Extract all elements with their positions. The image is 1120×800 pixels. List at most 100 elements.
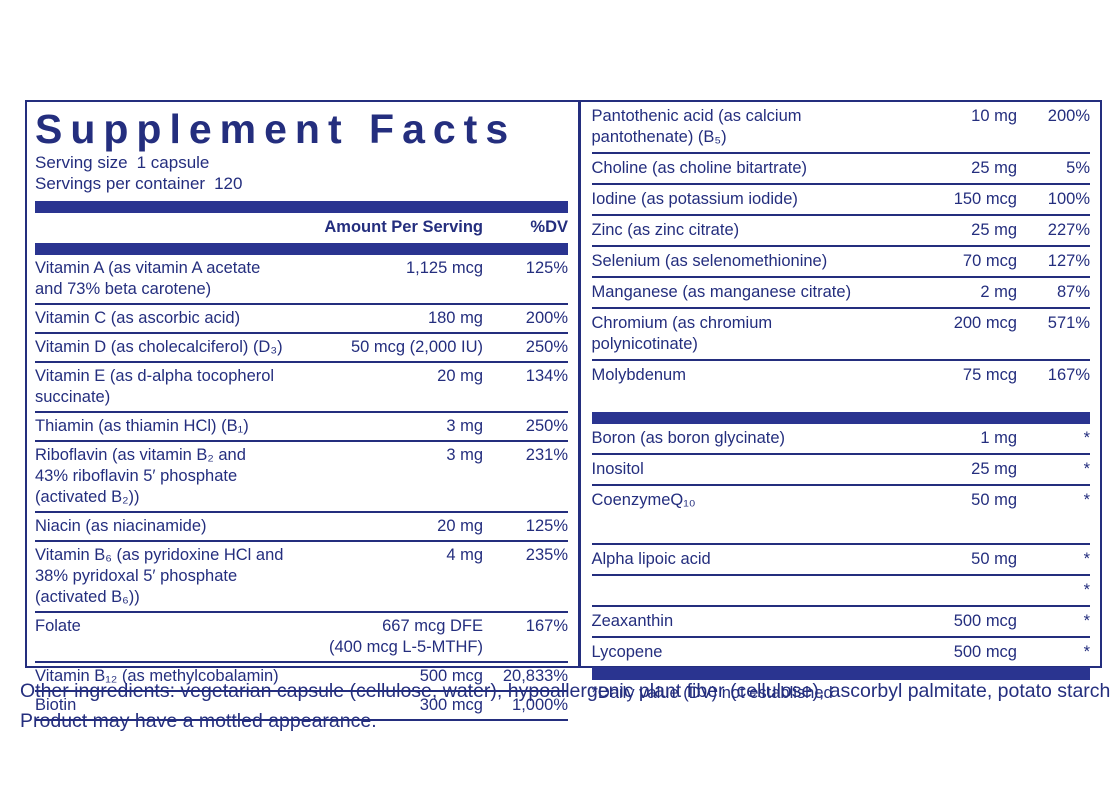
nutrient-dv: 227% [1047, 221, 1090, 239]
nutrient-dv: * [1083, 581, 1090, 599]
section-gap [592, 515, 1091, 543]
divider-bar [35, 201, 568, 213]
servings-per-container: Servings per container 120 [35, 173, 568, 194]
other-ingredients-text: Other ingredients: vegetarian capsule (c… [20, 680, 1111, 702]
nutrient-row: Biotin 300 mcg 1,000% [35, 690, 568, 719]
nutrient-amount: 4 mg [446, 546, 483, 564]
dv-header: %DV [530, 218, 568, 236]
nutrient-name: CoenzymeQ₁₀ [591, 491, 696, 509]
nutrient-amount: 3 mg [446, 446, 483, 464]
nutrient-dv: 20,833% [502, 667, 568, 685]
nutrient-amount: 300 mcg [419, 696, 483, 714]
nutrient-row: Vitamin E (as d-alpha tocopherol succina… [35, 361, 568, 411]
nutrient-amount: 1,125 mcg [405, 259, 483, 277]
nutrient-name: Folate [35, 617, 81, 635]
nutrient-dv: 1,000% [512, 696, 568, 714]
nutrient-row: Zinc (as zinc citrate) 25 mg 227% [591, 214, 1090, 245]
nutrient-name: Choline (as choline bitartrate) [591, 159, 808, 177]
divider-bar [35, 243, 568, 255]
nutrient-amount: 3 mg [446, 417, 483, 435]
nutrient-name: Boron (as boron glycinate) [591, 429, 786, 447]
servings-label: Servings per container [35, 174, 206, 193]
section-gap [592, 390, 1091, 412]
nutrient-amount: 25 mg [971, 221, 1017, 239]
nutrient-name: Thiamin (as thiamin HCl) (B₁) [35, 417, 249, 435]
nutrient-dv: * [1083, 460, 1090, 478]
nutrient-dv: 167% [525, 617, 568, 635]
dv-footnote: *Daily value (DV) not established [591, 684, 833, 702]
nutrient-dv: 250% [525, 338, 568, 356]
nutrient-row: Inositol 25 mg * [591, 453, 1090, 484]
nutrient-name: Zeaxanthin [591, 612, 674, 630]
left-nutrient-rows: Vitamin A (as vitamin A acetate and 73% b… [35, 255, 568, 721]
right-nutrient-rows-minerals: Pantothenic acid (as calcium pantothenat… [591, 102, 1091, 390]
nutrient-amount: 500 mcg [953, 612, 1017, 630]
amount-per-serving-header: Amount Per Serving [324, 218, 483, 236]
nutrient-name: Molybdenum [591, 366, 686, 384]
nutrient-row: * [591, 574, 1090, 605]
nutrient-row: Iodine (as potassium iodide) 150 mcg 100% [591, 183, 1090, 214]
right-nutrient-rows-other: Boron (as boron glycinate) 1 mg * Inositol 2… [591, 424, 1091, 515]
column-headers: Amount Per Serving %DV [35, 213, 568, 243]
nutrient-dv: 200% [1047, 107, 1090, 125]
nutrient-dv: 235% [525, 546, 568, 564]
nutrient-row: Boron (as boron glycinate) 1 mg * [592, 424, 1091, 453]
serving-size-label: Serving size [35, 153, 128, 172]
nutrient-amount: 500 mcg [419, 667, 483, 685]
nutrient-amount: 10 mg [971, 107, 1017, 125]
nutrient-name: Vitamin B₁₂ (as methylcobalamin) [35, 667, 279, 685]
nutrient-name: Lycopene [591, 643, 663, 661]
nutrient-amount: 200 mcg [953, 314, 1017, 332]
nutrient-name: Vitamin A (as vitamin A acetate and 73% b… [35, 259, 261, 298]
other-ingredients-section: Other ingredients: vegetarian capsule (c… [20, 676, 1118, 736]
facts-left-column: Supplement Facts Serving size 1 capsule S… [27, 102, 578, 721]
nutrient-amount: 75 mcg [962, 366, 1017, 384]
nutrient-amount: 500 mcg [953, 643, 1017, 661]
panel-title: Supplement Facts [35, 106, 517, 152]
nutrient-amount: 180 mg [427, 309, 483, 327]
nutrient-amount: 50 mg [971, 491, 1017, 509]
nutrient-dv: * [1083, 550, 1090, 568]
nutrient-amount: 50 mcg (2,000 IU) [350, 338, 483, 356]
nutrient-row: Selenium (as selenomethionine) 70 mcg 127% [591, 245, 1090, 276]
nutrient-name: Vitamin D (as cholecalciferol) (D₃) [35, 338, 283, 356]
nutrient-name: Zinc (as zinc citrate) [591, 221, 740, 239]
serving-size: Serving size 1 capsule [35, 152, 568, 173]
nutrient-row: CoenzymeQ₁₀ 50 mg * [591, 484, 1090, 515]
nutrient-dv: 200% [525, 309, 568, 327]
nutrient-name: Iodine (as potassium iodide) [591, 190, 798, 208]
nutrient-name: Vitamin C (as ascorbic acid) [35, 309, 241, 327]
nutrient-name: Manganese (as manganese citrate) [591, 283, 852, 301]
nutrient-amount: 25 mg [971, 159, 1017, 177]
nutrient-dv: * [1083, 491, 1090, 509]
right-nutrient-rows-carotenoids: Alpha lipoic acid 50 mg * * Zeaxanthin 500 mc… [591, 543, 1090, 667]
supplement-facts-panel: Supplement Facts Serving size 1 capsule S… [25, 100, 1102, 721]
facts-right-column: Pantothenic acid (as calcium pantothenat… [581, 102, 1101, 702]
nutrient-name: Niacin (as niacinamide) [35, 517, 207, 535]
nutrient-dv: 125% [525, 517, 568, 535]
nutrient-dv: * [1083, 429, 1090, 447]
nutrient-name: Selenium (as selenomethionine) [591, 252, 828, 270]
serving-size-value: 1 capsule [136, 153, 210, 172]
nutrient-row: Choline (as choline bitartrate) 25 mg 5% [591, 152, 1090, 183]
nutrient-dv: 127% [1047, 252, 1090, 270]
nutrient-dv: 134% [525, 367, 568, 385]
divider-bar [591, 667, 1090, 680]
nutrient-row: Folate 667 mcg DFE (400 mcg L-5-MTHF) 167% [35, 611, 568, 661]
nutrient-amount: 20 mg [437, 367, 483, 385]
nutrient-name: Chromium (as chromium polynicotinate) [591, 314, 773, 353]
nutrient-name: Vitamin E (as d-alpha tocopherol succina… [35, 367, 275, 406]
nutrient-dv: 125% [525, 259, 568, 277]
nutrient-row: Vitamin B₁₂ (as methylcobalamin) 500 mcg 2… [35, 661, 568, 690]
nutrient-row: Pantothenic acid (as calcium pantothenat… [592, 102, 1091, 152]
nutrient-amount: 667 mcg DFE (400 mcg L-5-MTHF) [328, 617, 483, 656]
nutrient-row: Riboflavin (as vitamin B₂ and 43% ribofla… [35, 440, 568, 511]
nutrient-row: Vitamin D (as cholecalciferol) (D₃) 50 mc… [35, 332, 568, 361]
column-divider [578, 102, 581, 666]
nutrient-amount: 150 mcg [953, 190, 1017, 208]
nutrient-row: Chromium (as chromium polynicotinate) 200… [591, 307, 1090, 359]
nutrient-row: Niacin (as niacinamide) 20 mg 125% [35, 511, 568, 540]
nutrient-name: Riboflavin (as vitamin B₂ and 43% ribofla… [35, 446, 246, 506]
nutrient-row: Vitamin A (as vitamin A acetate and 73% b… [35, 255, 568, 303]
nutrient-name: Alpha lipoic acid [591, 550, 711, 568]
